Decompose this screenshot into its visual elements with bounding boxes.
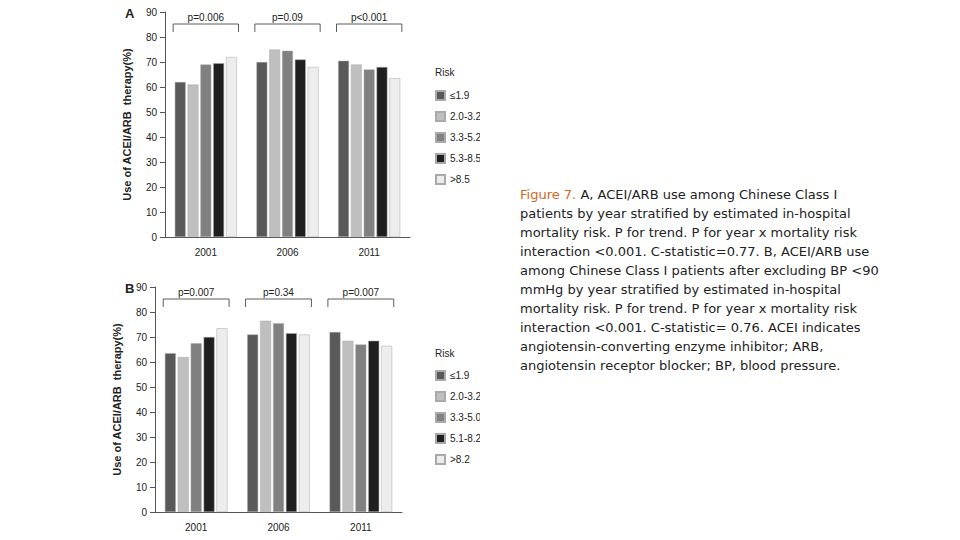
svg-text:p=0.34: p=0.34	[263, 287, 294, 298]
svg-text:40: 40	[136, 407, 148, 418]
svg-text:3.3-5.0: 3.3-5.0	[450, 412, 480, 423]
svg-text:50: 50	[136, 382, 148, 393]
svg-text:p=0.007: p=0.007	[178, 287, 215, 298]
svg-text:10: 10	[136, 482, 148, 493]
html-text:Figure 7. A, ACEI/ARB use amon: Figure 7. A, ACEI/ARB use among Chinese …	[520, 187, 879, 373]
svg-text:Risk: Risk	[435, 348, 455, 359]
svg-text:A: A	[125, 6, 135, 21]
svg-text:40: 40	[146, 132, 158, 143]
svg-text:2011: 2011	[358, 247, 380, 258]
svg-text:p=0.007: p=0.007	[343, 287, 380, 298]
svg-text:70: 70	[146, 57, 158, 68]
svg-text:10: 10	[146, 207, 158, 218]
svg-text:>8.5: >8.5	[450, 174, 470, 185]
svg-text:p<0.001: p<0.001	[351, 12, 388, 23]
svg-text:20: 20	[146, 182, 158, 193]
svg-text:2001: 2001	[195, 247, 218, 258]
svg-text:Use of ACEI/ARB therapy(%): Use of ACEI/ARB therapy(%)	[111, 323, 123, 476]
svg-text:2011: 2011	[350, 522, 372, 533]
svg-text:2.0-3.2: 2.0-3.2	[450, 111, 480, 122]
svg-text:30: 30	[136, 432, 148, 443]
svg-text:50: 50	[146, 107, 158, 118]
svg-text:90: 90	[136, 282, 148, 293]
svg-text:90: 90	[146, 7, 158, 18]
svg-text:2.0-3.2: 2.0-3.2	[450, 391, 480, 402]
svg-text:≤1.9: ≤1.9	[450, 370, 470, 381]
svg-text:2006: 2006	[276, 247, 299, 258]
svg-text:20: 20	[136, 457, 148, 468]
svg-text:2001: 2001	[185, 522, 208, 533]
svg-text:Risk: Risk	[435, 67, 455, 78]
svg-text:0: 0	[151, 232, 157, 243]
svg-text:80: 80	[146, 32, 158, 43]
svg-text:30: 30	[146, 157, 158, 168]
svg-text:2006: 2006	[267, 522, 290, 533]
svg-text:Use of ACEI/ARB therapy(%): Use of ACEI/ARB therapy(%)	[121, 48, 133, 201]
svg-text:5.3-8.5: 5.3-8.5	[450, 153, 480, 164]
svg-text:p=0.006: p=0.006	[188, 12, 225, 23]
svg-text:0: 0	[141, 507, 147, 518]
svg-text:70: 70	[136, 332, 148, 343]
svg-text:≤1.9: ≤1.9	[450, 90, 470, 101]
svg-text:60: 60	[136, 357, 148, 368]
svg-text:3.3-5.2: 3.3-5.2	[450, 132, 480, 143]
svg-text:60: 60	[146, 82, 158, 93]
svg-text:80: 80	[136, 307, 148, 318]
svg-text:>8.2: >8.2	[450, 454, 470, 465]
svg-text:B: B	[125, 281, 134, 296]
svg-text:p=0.09: p=0.09	[272, 12, 303, 23]
svg-text:5.1-8.2: 5.1-8.2	[450, 433, 480, 444]
